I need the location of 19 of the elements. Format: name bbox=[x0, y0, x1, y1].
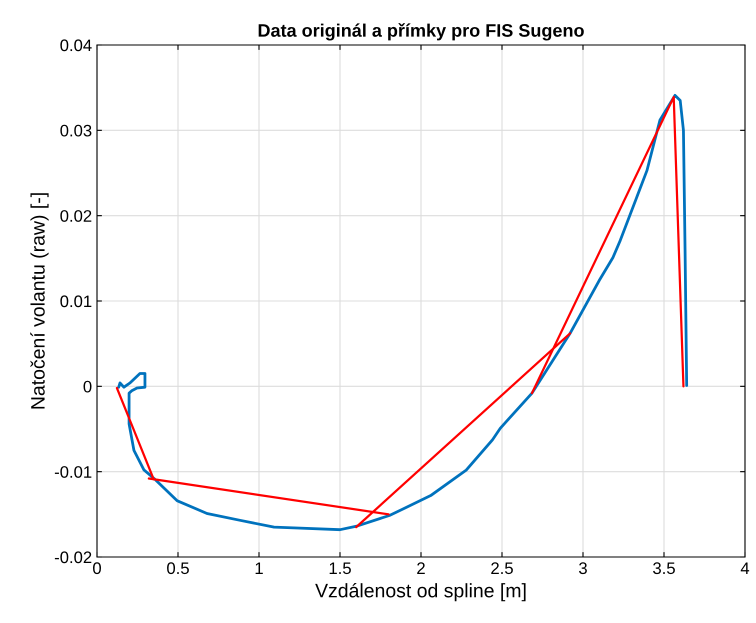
chart-title: Data originál a přímky pro FIS Sugeno bbox=[258, 23, 584, 40]
x-tick-label: 0 bbox=[93, 562, 101, 574]
x-tick-label: 1.5 bbox=[330, 562, 351, 574]
x-tick-label: 2.5 bbox=[491, 562, 513, 574]
y-tick-label: 0.03 bbox=[60, 124, 92, 137]
x-tick-label: 4 bbox=[740, 562, 750, 574]
y-tick-label: 0.04 bbox=[60, 39, 92, 52]
x-tick-label: 3.5 bbox=[653, 562, 675, 574]
x-tick-label: 2 bbox=[417, 562, 425, 574]
x-tick-label: 3 bbox=[579, 562, 587, 574]
y-tick-label: 0 bbox=[84, 380, 92, 393]
x-tick-label: 0.5 bbox=[167, 562, 189, 574]
y-tick-label: -0.01 bbox=[54, 466, 92, 478]
y-axis-title: Natočení volantu (raw) [-] bbox=[30, 193, 49, 409]
y-tick-label: 0.02 bbox=[60, 210, 92, 222]
x-axis-title: Vzdálenost od spline [m] bbox=[315, 582, 526, 602]
y-tick-label: -0.02 bbox=[54, 551, 92, 564]
x-tick-label: 1 bbox=[256, 562, 263, 574]
y-tick-label: 0.01 bbox=[60, 295, 92, 308]
